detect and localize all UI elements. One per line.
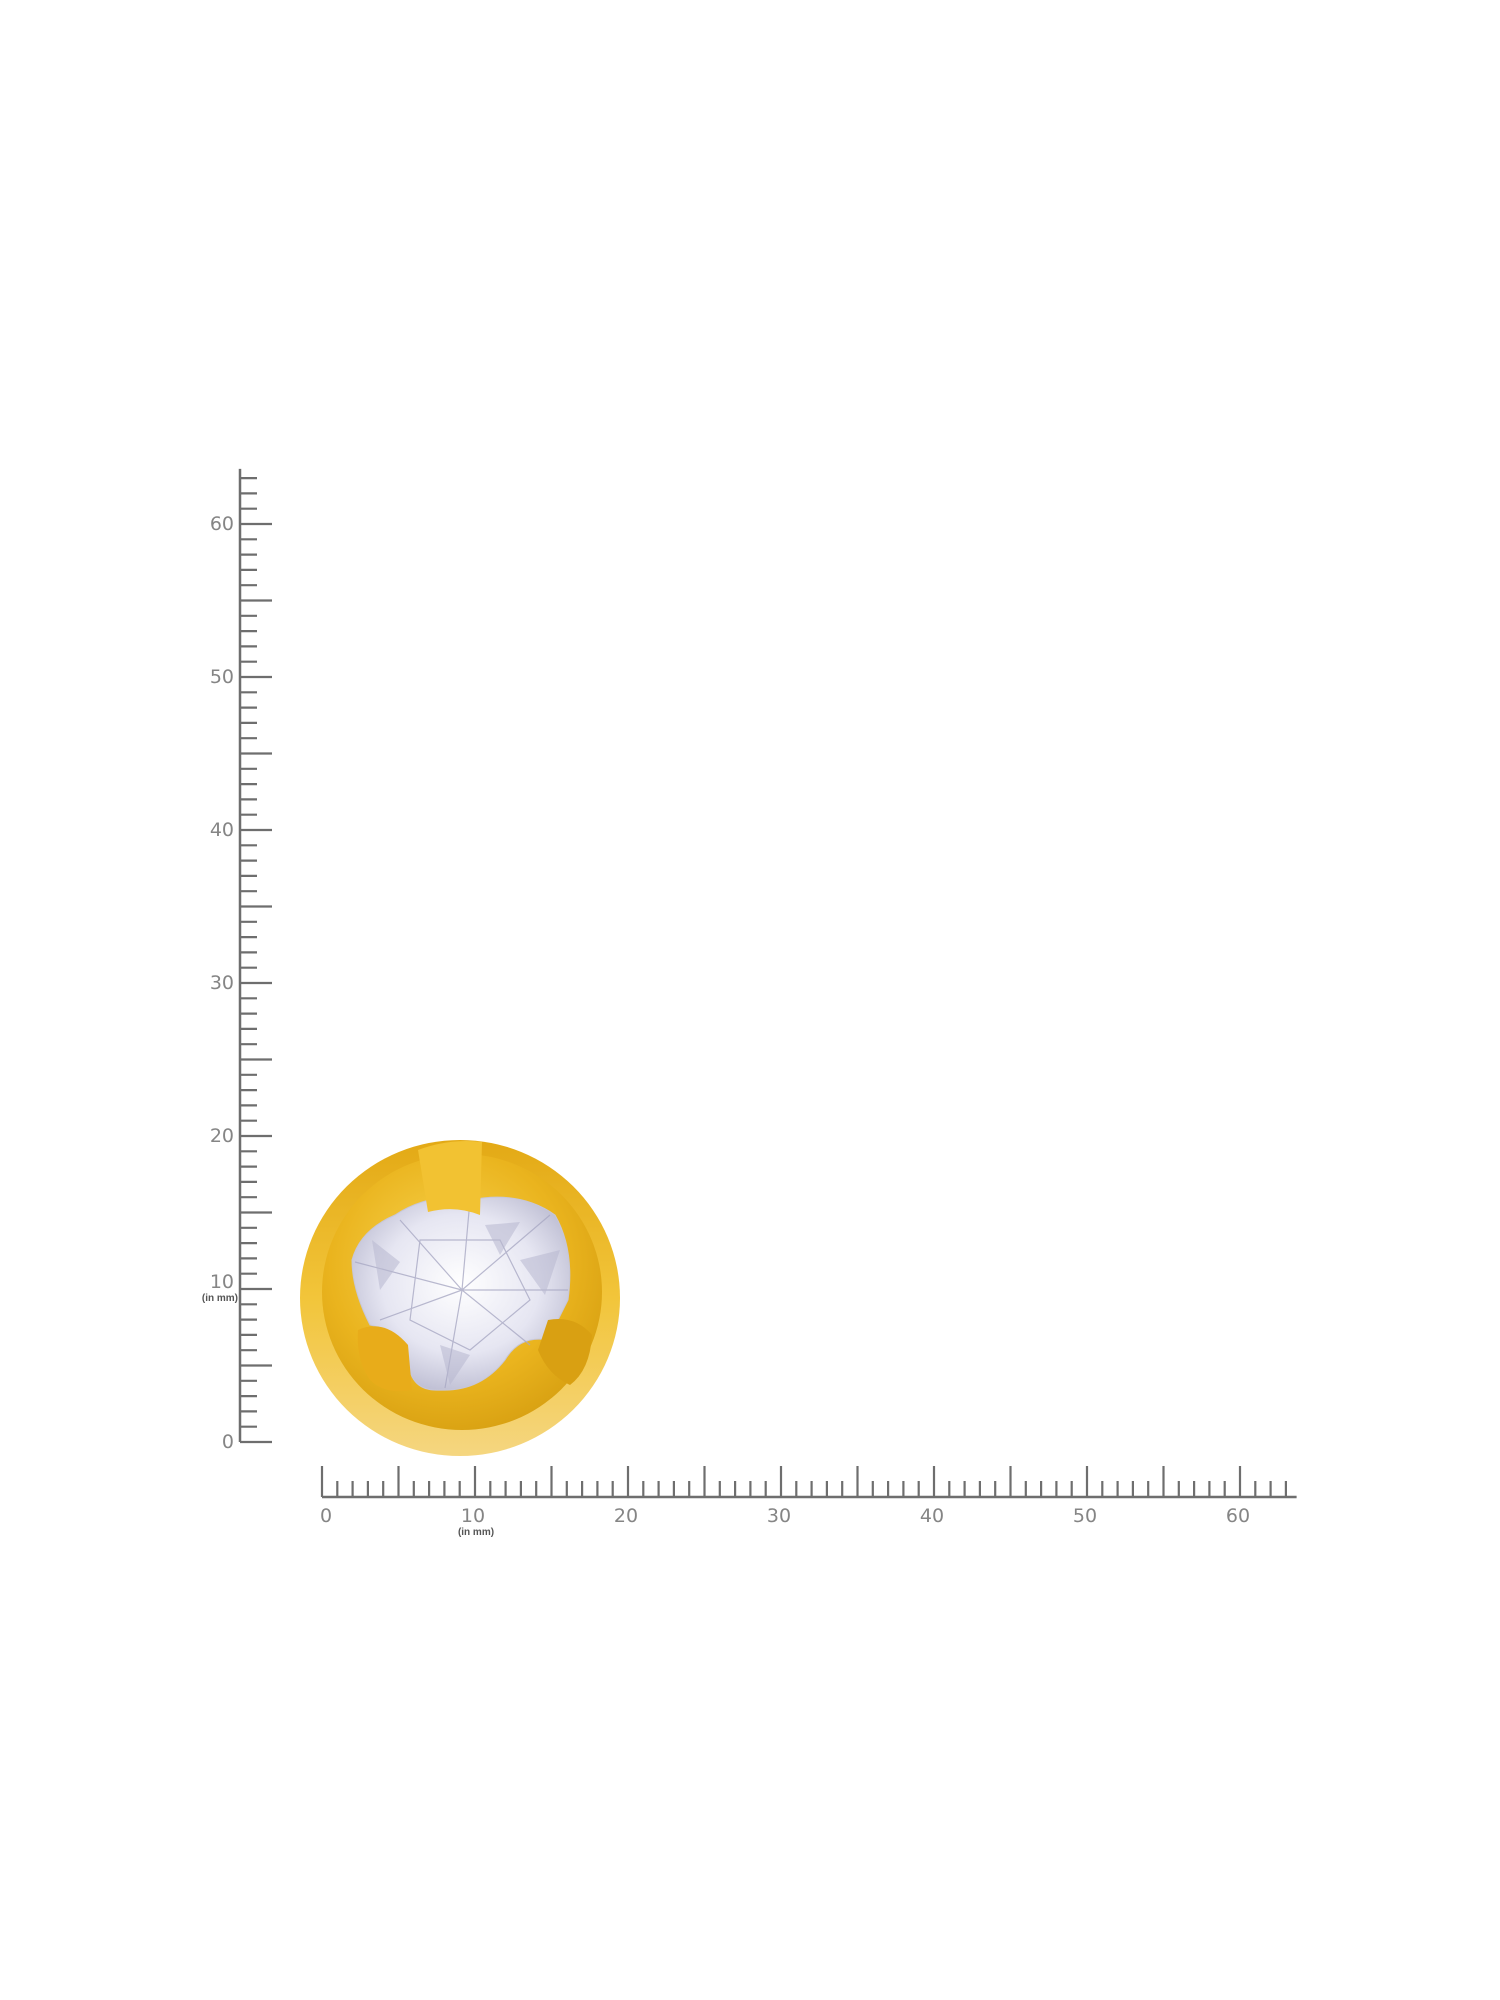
horizontal-tick-label: 0 [320, 1505, 332, 1527]
horizontal-tick-label: 40 [920, 1505, 944, 1527]
diamond-shading [372, 1222, 560, 1385]
horizontal-tick-label: 30 [767, 1505, 791, 1527]
horizontal-tick-label: 50 [1073, 1505, 1097, 1527]
earring [300, 1140, 620, 1456]
horizontal-tick-label: 20 [614, 1505, 638, 1527]
horizontal-tick-label: 10 [461, 1505, 485, 1527]
vertical-tick-label: 40 [210, 819, 234, 841]
vertical-tick-label: 60 [210, 513, 234, 535]
left-prong [357, 1326, 412, 1392]
vertical-tick-label: 50 [210, 666, 234, 688]
vertical-tick-label: 0 [222, 1431, 234, 1453]
horizontal-unit-label: (in mm) [458, 1527, 494, 1538]
right-prong [538, 1319, 592, 1385]
vertical-ruler: 0 10(in mm) 20 30 40 50 60 [202, 468, 272, 1453]
diamond-facets [354, 1199, 568, 1389]
horizontal-ruler: 0 10(in mm) 20 30 40 50 60 [320, 1466, 1297, 1538]
vertical-tick-label: 20 [210, 1125, 234, 1147]
vertical-tick-label: 30 [210, 972, 234, 994]
horizontal-tick-label: 60 [1226, 1505, 1250, 1527]
vertical-unit-label: (in mm) [202, 1293, 238, 1304]
vertical-tick-label: 10 [210, 1271, 234, 1293]
top-prong [418, 1141, 482, 1215]
